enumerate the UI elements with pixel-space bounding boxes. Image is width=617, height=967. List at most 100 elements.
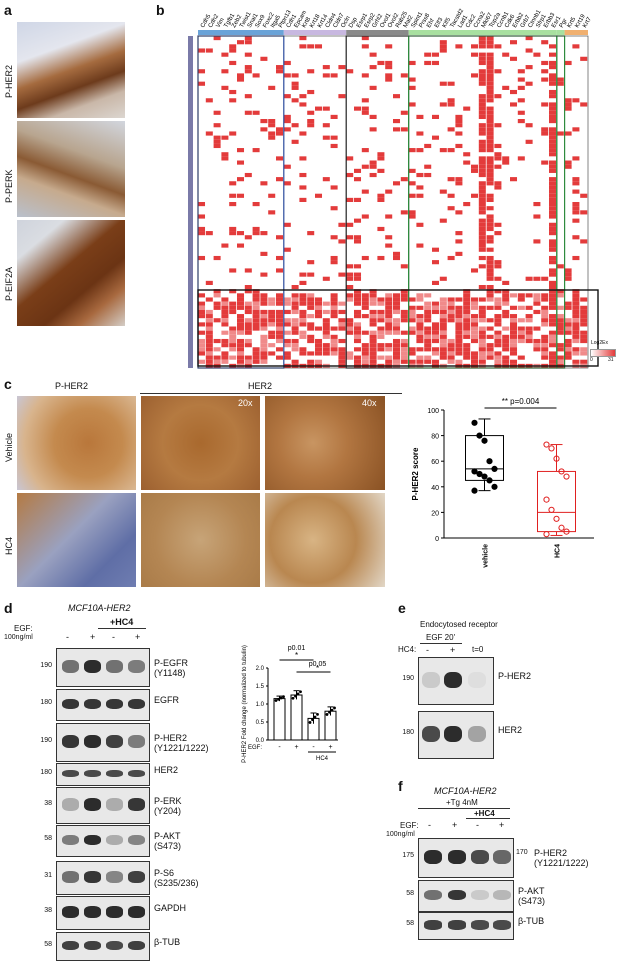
heatmap-cell [205, 330, 213, 335]
heatmap-cell [486, 264, 494, 269]
heatmap-cell [486, 114, 494, 119]
heatmap-cell [572, 44, 580, 49]
heatmap-cell [283, 355, 291, 360]
heatmap-cell [244, 110, 252, 115]
heatmap-cell [268, 330, 276, 335]
heatmap-cell [354, 276, 362, 281]
heatmap-cell [221, 322, 229, 327]
heatmap-cell [213, 338, 221, 344]
heatmap-cell [369, 309, 377, 315]
heatmap-cell [369, 65, 377, 70]
panel-d-band-3-2 [84, 735, 101, 748]
panel-d-band-8-2 [84, 906, 101, 918]
heatmap-cell [564, 322, 572, 327]
heatmap-cell [330, 73, 338, 78]
panel-e-sign-2: + [450, 645, 456, 655]
heatmap-cell [494, 314, 502, 319]
heatmap-cell [447, 206, 455, 211]
heatmap-cell [494, 260, 502, 265]
barchart-annotation-p2: p0.05 [309, 661, 327, 668]
heatmap-cell [408, 102, 416, 107]
heatmap-cell [549, 114, 557, 119]
heatmap-cell [408, 314, 416, 319]
heatmap-cell [471, 318, 479, 323]
heatmap-cell [455, 334, 463, 339]
heatmap-cell [478, 235, 486, 240]
heatmap-cell [447, 98, 455, 103]
heatmap-cell [385, 297, 393, 302]
heatmap-cell [408, 297, 416, 302]
panel-f-antibody-label-1: P-HER2 (Y1221/1222) [534, 848, 589, 868]
heatmap-cell [213, 359, 221, 364]
heatmap-cell [439, 44, 447, 49]
heatmap-cell [291, 343, 299, 348]
heatmap-cell [424, 309, 432, 315]
heatmap-cell [385, 214, 393, 219]
ihc-hc4-her2-20x [141, 493, 260, 587]
heatmap-cell [221, 351, 229, 356]
heatmap-cell [494, 185, 502, 190]
heatmap-cell [260, 338, 268, 344]
heatmap-cell [260, 272, 268, 277]
heatmap-cell [291, 285, 299, 290]
heatmap-cell [322, 65, 330, 70]
heatmap-cell [517, 326, 525, 331]
heatmap-cell [369, 289, 377, 294]
heatmap-cell [221, 52, 229, 57]
boxplot-y-tick-label: 0 [435, 536, 439, 543]
heatmap-cell [237, 243, 245, 248]
heatmap-cell [361, 148, 369, 153]
heatmap-cell [198, 330, 206, 335]
heatmap-cell [486, 260, 494, 265]
heatmap-cell [346, 351, 354, 356]
heatmap-cell [205, 326, 213, 331]
heatmap-cell [213, 301, 221, 306]
heatmap-cell [517, 110, 525, 115]
heatmap-cell [299, 309, 307, 315]
heatmap-cell [564, 106, 572, 111]
heatmap-cell [221, 338, 229, 344]
heatmap-cell [439, 297, 447, 302]
heatmap-cell [307, 69, 315, 74]
heatmap-cell [471, 193, 479, 198]
heatmap-cell [549, 231, 557, 236]
heatmap-cell [424, 338, 432, 344]
heatmap-cell [330, 260, 338, 265]
heatmap-cell [268, 297, 276, 302]
heatmap-cell [221, 152, 229, 157]
heatmap-cell [432, 247, 440, 252]
heatmap-cell [478, 305, 486, 310]
heatmap-cell [556, 293, 564, 298]
heatmap-cell [447, 351, 455, 356]
heatmap-cell [377, 156, 385, 161]
heatmap-cell [322, 351, 330, 356]
heatmap-cell [393, 338, 401, 344]
heatmap-cell [283, 351, 291, 356]
heatmap-cell [478, 343, 486, 348]
heatmap-cell [478, 189, 486, 194]
heatmap-cell [237, 231, 245, 236]
heatmap-cell [556, 314, 564, 319]
heatmap-cell [541, 276, 549, 281]
heatmap-cell [439, 322, 447, 327]
panel-d-antibody-label-7: P-S6 (S235/236) [154, 868, 199, 888]
heatmap-cell [330, 347, 338, 352]
heatmap-cell [369, 297, 377, 302]
heatmap-cell [471, 305, 479, 310]
heatmap-cell [494, 330, 502, 335]
heatmap-cell [549, 355, 557, 360]
heatmap-cell [322, 330, 330, 335]
panel-a-row-1-label: P-HER2 [4, 64, 14, 98]
heatmap-cell [393, 309, 401, 315]
panel-f-egf-label: EGF: [400, 821, 419, 830]
heatmap-cell [525, 338, 533, 344]
heatmap-cell [385, 73, 393, 78]
heatmap-cell [439, 40, 447, 45]
heatmap-cell [268, 85, 276, 90]
heatmap-cell [213, 289, 221, 294]
heatmap-cell [198, 338, 206, 344]
heatmap-cell [478, 210, 486, 215]
heatmap-cell [346, 322, 354, 327]
heatmap-cell [361, 301, 369, 306]
heatmap-cell [455, 330, 463, 335]
